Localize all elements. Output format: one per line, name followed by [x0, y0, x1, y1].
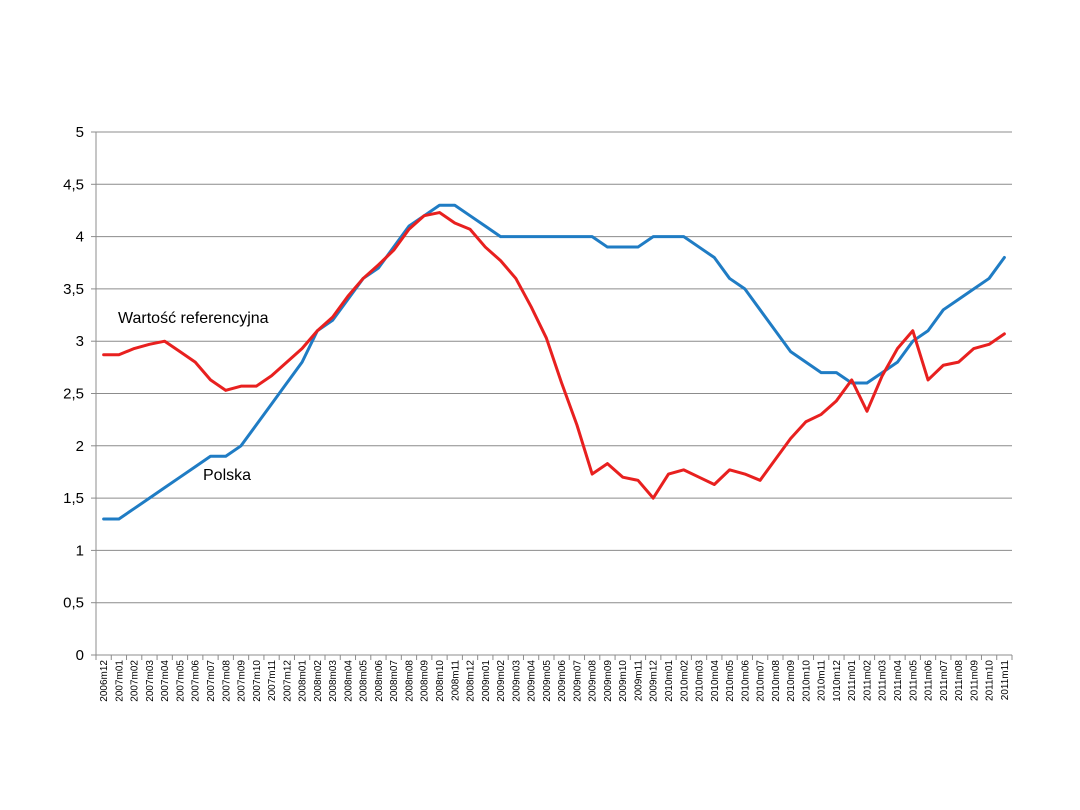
x-tick-label: 2008m12 [466, 660, 477, 702]
x-tick-label: 2007m04 [160, 660, 171, 702]
x-tick-label: 2009m02 [496, 660, 507, 702]
x-tick-label: 2007m02 [130, 660, 141, 702]
x-tick-label: 2010m03 [695, 660, 706, 702]
y-tick-label: 2 [76, 438, 84, 455]
x-tick-label: 2008m08 [404, 660, 415, 702]
x-tick-label: 2010m06 [740, 660, 751, 702]
x-tick-label: 2011m03 [878, 660, 889, 701]
x-tick-label: 2010m05 [725, 660, 736, 702]
y-tick-label: 0 [76, 647, 84, 664]
x-tick-label: 2009m09 [603, 660, 614, 702]
x-tick-label: 2011m08 [954, 660, 965, 701]
x-tick-label: 2010m01 [664, 660, 675, 702]
x-tick-label: 2011m01 [847, 660, 858, 701]
x-tick-label: 2011m04 [893, 660, 904, 701]
x-tick-label: 2011m07 [939, 660, 950, 701]
x-tick-label: 2007m12 [282, 660, 293, 702]
x-axis-ticks: 2006m12 2007m01 2007m02 2007m03 2007m04 2007m… [95, 655, 1013, 702]
x-tick-label: 2008m02 [313, 660, 324, 702]
annotation-poland: Polska [203, 467, 251, 484]
x-tick-label: 2007m06 [191, 660, 202, 702]
x-tick-label: 2009m11 [633, 660, 644, 701]
x-tick-label: 2011m10 [985, 660, 996, 701]
x-tick-label: 2007m03 [145, 660, 156, 702]
x-tick-label: 1010m12 [832, 660, 843, 702]
x-tick-label: 2010m09 [786, 660, 797, 702]
x-tick-label: 2007m01 [114, 660, 125, 702]
y-axis-ticks: 0 0,5 1 1,5 2 2,5 3 3,5 4 4,5 5 [63, 124, 96, 664]
x-tick-label: 2007m07 [206, 660, 217, 702]
y-tick-label: 1,5 [63, 490, 84, 507]
x-tick-label: 2011m06 [924, 660, 935, 701]
x-tick-label: 2011m09 [969, 660, 980, 701]
x-tick-label: 2011m05 [908, 660, 919, 701]
series-line-reference-value [102, 211, 1006, 500]
x-tick-label: 2009m12 [649, 660, 660, 702]
y-tick-label: 3,5 [63, 281, 84, 298]
x-tick-label: 2006m12 [99, 660, 110, 702]
x-tick-label: 2008m04 [343, 660, 354, 702]
x-tick-label: 2009m04 [527, 660, 538, 702]
y-tick-label: 3 [76, 333, 84, 350]
x-tick-label: 2007m09 [237, 660, 248, 702]
x-tick-label: 2010m11 [817, 660, 828, 701]
x-tick-label: 2011m02 [862, 660, 873, 701]
annotation-reference-value: Wartość referencyjna [118, 310, 269, 327]
x-tick-label: 2009m05 [542, 660, 553, 702]
x-tick-label: 2009m08 [588, 660, 599, 702]
x-tick-label: 2009m10 [618, 660, 629, 702]
x-tick-label: 2007m08 [221, 660, 232, 702]
x-tick-label: 2008m07 [389, 660, 400, 702]
x-tick-label: 2010m04 [710, 660, 721, 702]
y-tick-label: 5 [76, 124, 84, 141]
x-tick-label: 2008m05 [359, 660, 370, 702]
x-tick-label: 2008m06 [374, 660, 385, 702]
x-tick-label: 2007m11 [267, 660, 278, 701]
x-tick-label: 2009m06 [557, 660, 568, 702]
x-tick-label: 2009m03 [511, 660, 522, 702]
x-tick-label: 2009m01 [481, 660, 492, 702]
y-tick-label: 4,5 [63, 176, 84, 193]
x-tick-label: 2007m10 [252, 660, 263, 702]
x-tick-label: 2008m03 [328, 660, 339, 702]
gridlines [96, 131, 1012, 604]
x-tick-label: 2007m05 [175, 660, 186, 702]
x-tick-label: 2008m10 [435, 660, 446, 702]
series-lines [102, 203, 1006, 521]
x-tick-label: 2008m09 [420, 660, 431, 702]
x-tick-label: 2010m10 [801, 660, 812, 702]
x-tick-label: 2011m11 [1000, 660, 1011, 701]
x-tick-label: 2009m07 [572, 660, 583, 702]
x-tick-label: 2010m07 [756, 660, 767, 702]
y-tick-label: 1 [76, 542, 84, 559]
y-tick-label: 4 [76, 229, 84, 246]
x-tick-label: 2010m08 [771, 660, 782, 702]
y-tick-label: 0,5 [63, 595, 84, 612]
x-tick-label: 2008m11 [450, 660, 461, 701]
y-tick-label: 2,5 [63, 386, 84, 403]
x-tick-label: 2008m01 [298, 660, 309, 702]
x-tick-label: 2010m02 [679, 660, 690, 702]
